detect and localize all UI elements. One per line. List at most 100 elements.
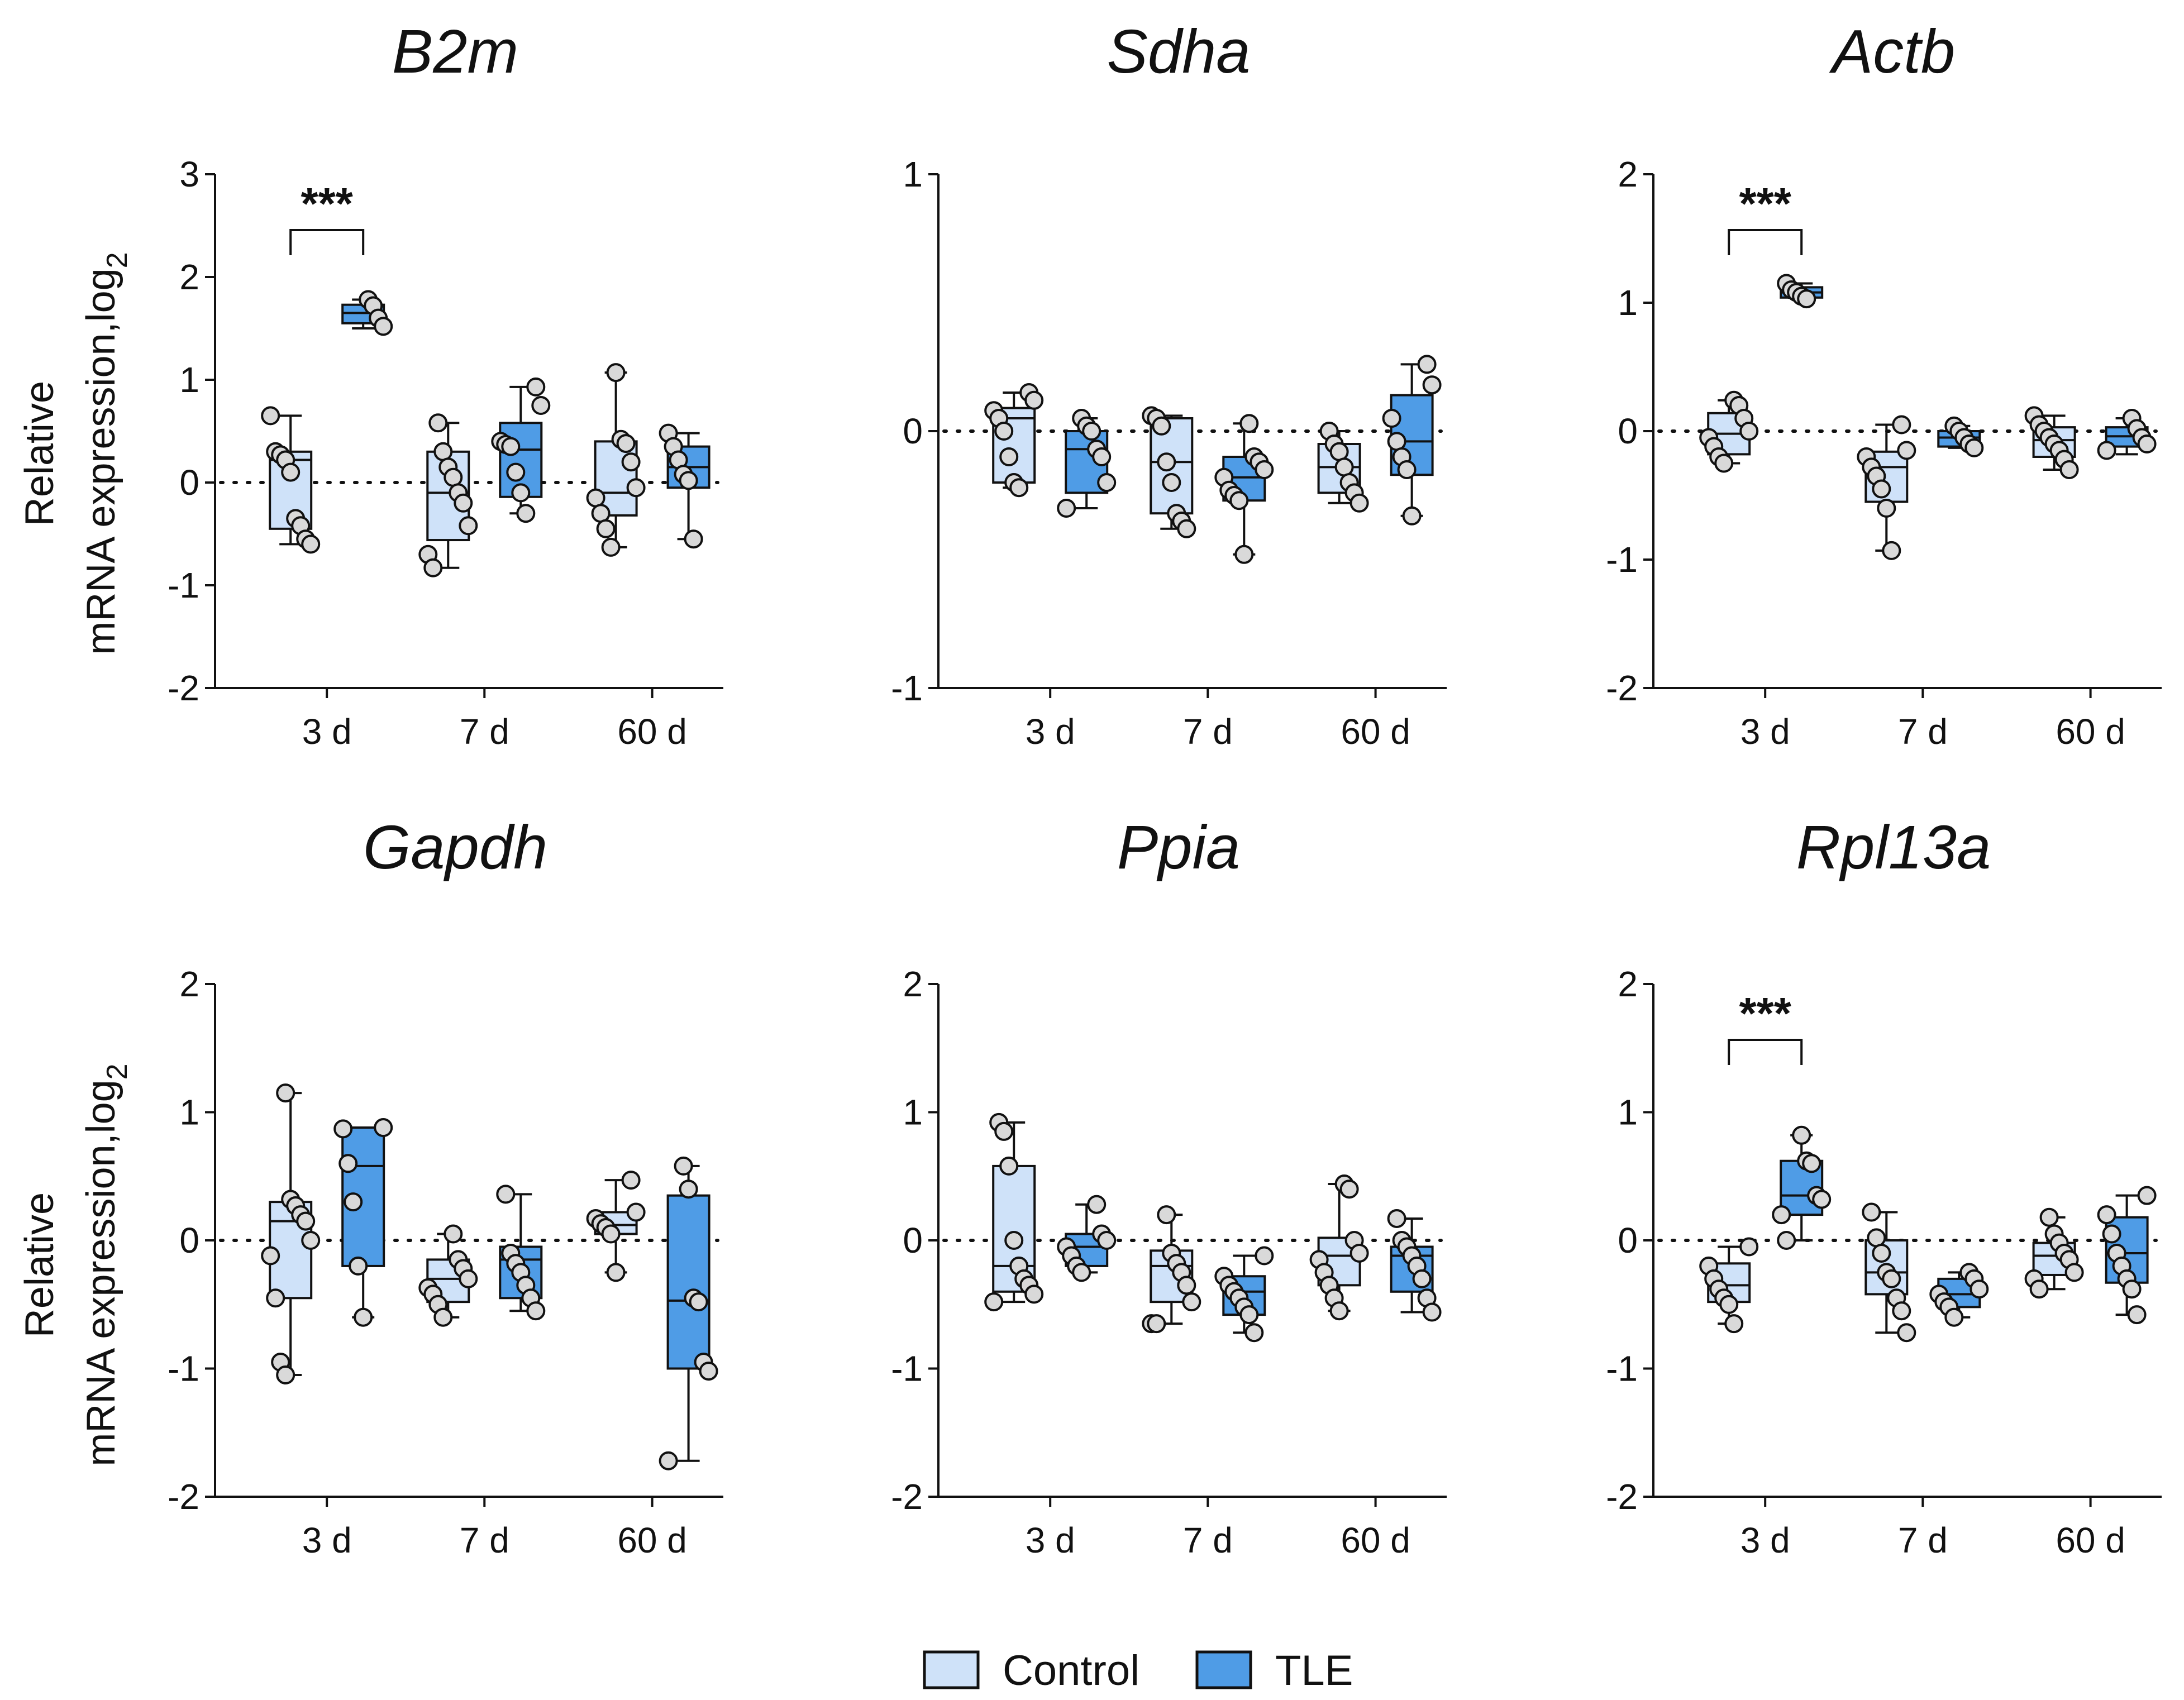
y-tick-label-rpl13a: -1 [1606,1349,1638,1389]
data-point-control [1897,1323,1916,1343]
data-point-tle [1072,1263,1091,1282]
data-point-control [301,534,321,554]
y-tick-label-b2m: 0 [179,462,199,503]
data-point-tle [679,1180,698,1199]
data-point-tle [1417,355,1437,374]
panel-gapdh: Gapdh -2 -1 0 1 2 3 d 7 d 60 d [168,813,723,1560]
box-tle [666,1194,710,1370]
y-tick-label-gapdh: 2 [179,964,199,1004]
y-tick-label-ppia: -2 [891,1477,923,1517]
data-point-tle [1397,460,1417,479]
data-point-control [601,537,621,557]
data-point-control [1157,1205,1176,1225]
data-point-control [984,1292,1004,1312]
y-tick-label-gapdh: 0 [179,1220,199,1260]
data-point-control [1009,478,1029,498]
x-tick-label-sdha: 60 d [1341,711,1410,752]
data-point-control [606,363,626,383]
x-tick-label-b2m: 60 d [617,711,687,752]
panel-sdha: Sdha -1 0 1 3 d 7 d 60 d [891,17,1447,752]
data-point-tle [1255,1246,1274,1266]
y-tick-label-b2m: -1 [168,565,199,605]
data-point-tle [1387,1209,1406,1228]
panel-actb: Actb -2 -1 0 1 2 3 d 7 d 60 d *** [1606,17,2162,752]
data-point-tle [2122,1279,2142,1299]
y-tick-label-rpl13a: 0 [1618,1220,1638,1260]
x-tick-label-ppia: 7 d [1183,1520,1233,1560]
y-tick-label-b2m: -2 [168,668,199,708]
legend-tle-swatch [1195,1650,1252,1689]
data-point-tle [2127,1305,2147,1325]
y-tick-label-gapdh: -2 [168,1477,199,1517]
x-tick-label-b2m: 7 d [460,711,509,752]
significance-label-rpl13a: *** [1739,989,1791,1038]
data-point-tle [1082,422,1101,441]
panel-rpl13a: Rpl13a -2 -1 0 1 2 3 d 7 d 60 d *** [1606,813,2162,1560]
data-point-control [266,1288,285,1308]
data-point-control [1892,1301,1911,1321]
data-point-tle [1229,491,1249,510]
data-point-tle [506,462,526,482]
data-point-control [1339,1180,1359,1199]
x-tick-label-ppia: 60 d [1341,1520,1410,1560]
y-axis-label-row2-main: mRNA expression,log [79,1080,123,1466]
data-point-tle [674,1156,693,1176]
data-point-tle [496,1185,516,1204]
data-point-tle [1057,499,1076,518]
data-point-control [994,1121,1014,1141]
data-point-control [428,413,448,433]
data-point-control [1739,1237,1759,1257]
data-point-control [2059,460,2079,479]
data-point-control [616,434,636,453]
data-point-control [444,467,463,487]
data-point-control [1329,1301,1349,1321]
data-point-tle [684,529,703,549]
data-point-tle [349,1256,368,1276]
data-point-tle [1772,1205,1791,1225]
data-point-control [621,452,641,472]
data-point-control [1872,1243,1891,1263]
data-point-tle [1382,409,1401,428]
data-point-tle [1422,1302,1442,1322]
data-point-tle [333,1119,353,1139]
data-point-tle [374,1118,393,1138]
x-tick-label-ppia: 3 d [1026,1520,1075,1560]
data-point-control [1867,1228,1886,1248]
data-point-control [1162,473,1181,492]
data-point-tle [699,1362,718,1381]
data-point-control [1862,1202,1881,1222]
data-point-control [1024,390,1044,410]
data-point-control [444,1224,463,1244]
data-point-control [1877,499,1896,518]
y-axis-label-row1-line1: Relative [17,381,62,526]
data-point-control [1334,457,1354,477]
data-point-control [1177,1276,1196,1295]
data-point-tle [1944,1307,1964,1327]
significance-bracket-b2m [289,229,365,255]
data-point-control [1872,479,1891,499]
significance-label-b2m: *** [301,179,353,228]
data-point-control [261,406,280,426]
data-point-control [276,1083,295,1103]
x-tick-label-rpl13a: 3 d [1740,1520,1790,1560]
x-tick-label-sdha: 7 d [1183,711,1233,752]
data-point-control [999,447,1019,466]
data-point-control [261,1246,280,1266]
data-point-tle [338,1154,358,1173]
data-point-tle [1970,1279,1989,1299]
data-point-tle [1097,1231,1117,1250]
data-point-control [1157,452,1176,472]
data-point-tle [1255,460,1274,479]
y-axis-label-row1-subscript: 2 [101,252,133,268]
data-point-control [2064,1263,2084,1282]
y-tick-label-gapdh: 1 [179,1092,199,1133]
y-tick-label-sdha: 0 [903,411,923,451]
y-tick-label-b2m: 1 [179,360,199,400]
y-axis-label-row2-subscript: 2 [101,1063,133,1080]
y-tick-label-rpl13a: 1 [1618,1092,1638,1133]
legend-control-swatch [923,1650,980,1689]
significance-bracket-rpl13a [1728,1039,1803,1065]
y-tick-label-b2m: 2 [179,257,199,297]
significance-bracket-actb [1728,229,1803,255]
